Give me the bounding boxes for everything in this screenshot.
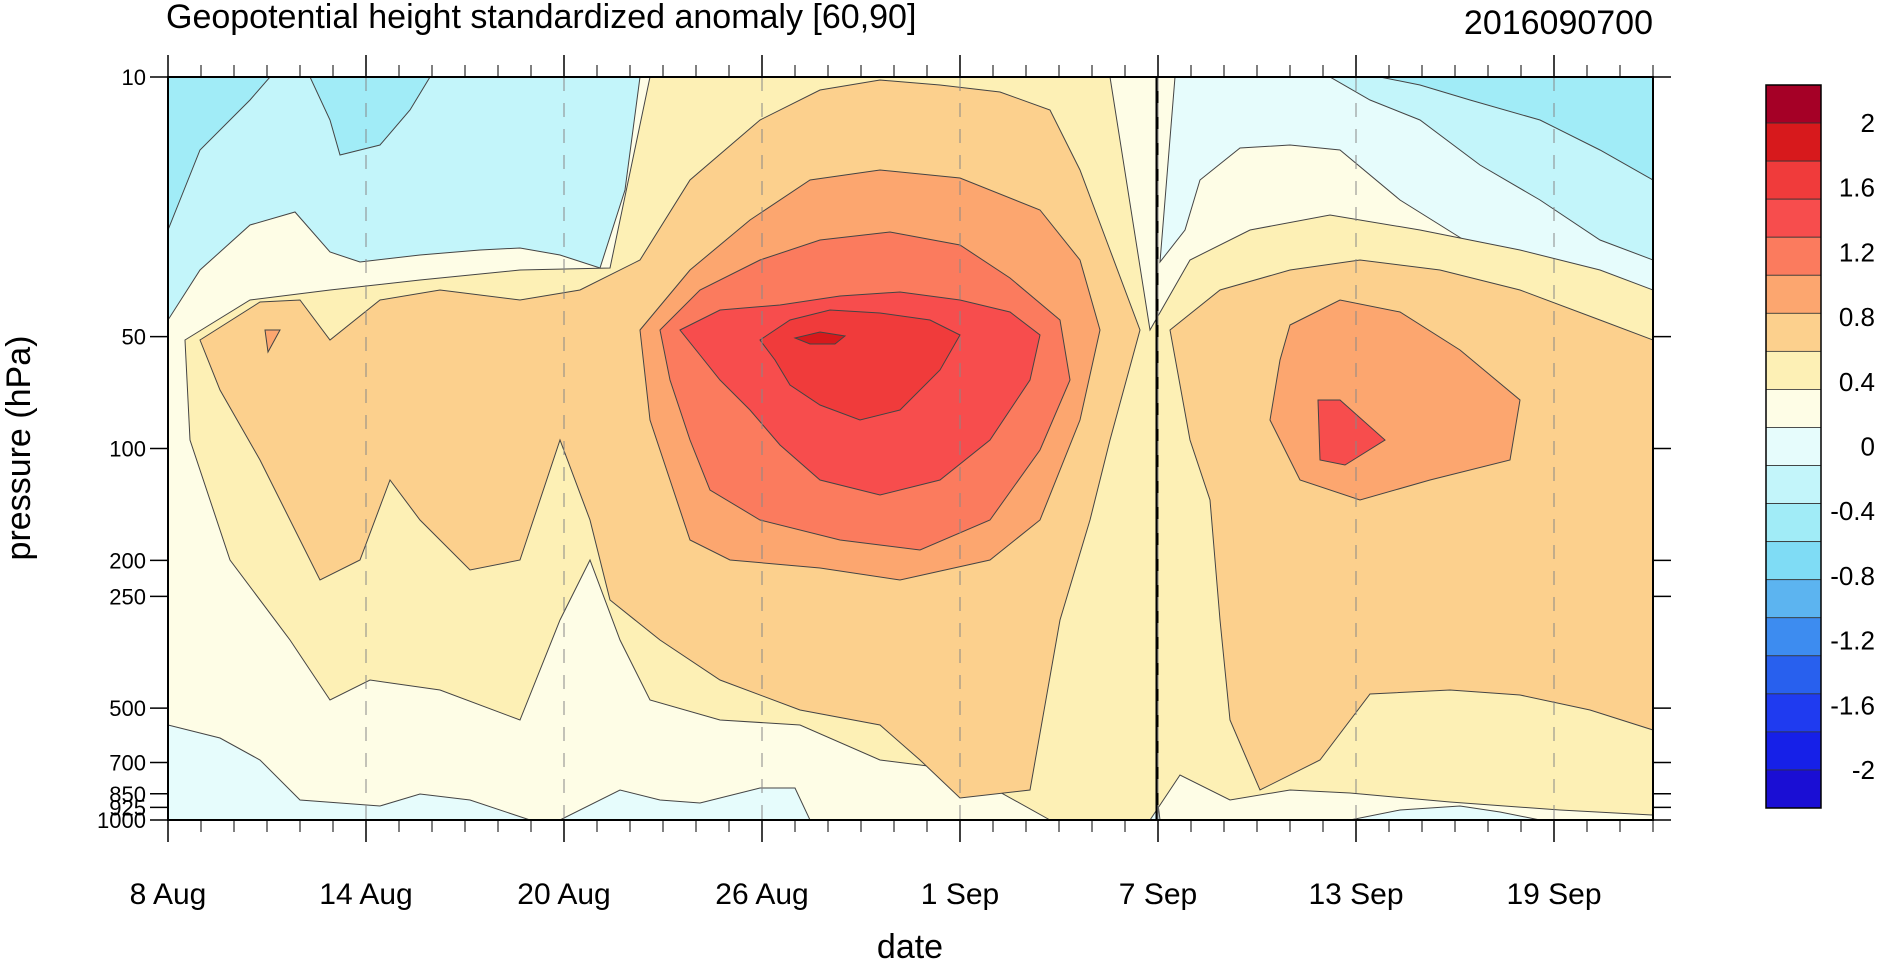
y-tick-label-6: 700: [109, 750, 146, 775]
chart-title: Geopotential height standardized anomaly…: [166, 0, 916, 36]
x-tick-label-6: 13 Sep: [1308, 878, 1403, 911]
contour-neg-bottom-left: [168, 724, 531, 820]
y-tick-label-9: 1000: [97, 808, 146, 833]
x-tick-label-3: 26 Aug: [715, 878, 808, 911]
y-tick-label-1: 50: [122, 325, 146, 350]
colorbar-label-10: -2: [1852, 755, 1875, 785]
x-tick-label-4: 1 Sep: [921, 878, 999, 911]
x-axis-label: date: [877, 928, 943, 966]
colorbar-swatch-4: [1765, 236, 1822, 276]
colorbar-swatch-3: [1765, 198, 1822, 238]
colorbar-swatch-16: [1765, 693, 1822, 733]
y-tick-label-2: 100: [109, 437, 146, 462]
vertical-gridlines: [365, 77, 1555, 820]
colorbar-swatch-11: [1765, 503, 1822, 543]
colorbar-swatch-5: [1765, 274, 1822, 314]
colorbar-swatch-12: [1765, 541, 1822, 581]
y-tick-label-3: 200: [109, 548, 146, 573]
contour-neg-top-left-deep: [168, 77, 431, 231]
contour-neg-top-right-deep: [1379, 77, 1653, 181]
plot-area: [168, 77, 1653, 820]
colorbar-swatch-10: [1765, 465, 1822, 504]
contour-neg-top-left: [168, 77, 641, 321]
y-tick-label-8: 925: [109, 795, 146, 820]
colorbar-label-2: 1.2: [1839, 237, 1875, 267]
colorbar-swatch-9: [1765, 427, 1822, 466]
colorbar-swatch-14: [1765, 617, 1822, 657]
colorbar-swatch-6: [1765, 312, 1822, 352]
colorbar-swatch-15: [1765, 655, 1822, 695]
colorbar-swatch-0: [1765, 84, 1822, 124]
colorbar-label-8: -1.2: [1830, 626, 1875, 656]
colorbar: 2 1.6 1.2 0.8 0.4 0 -0.4 -0.8 -1.2 -1.6 -2: [1765, 84, 1875, 809]
contour-small-blob: [264, 329, 281, 354]
contour-neg-bottom-mid: [559, 787, 811, 820]
colorbar-swatch-18: [1765, 769, 1822, 809]
colorbar-label-1: 1.6: [1839, 173, 1875, 203]
colorbar-label-6: -0.4: [1830, 496, 1875, 526]
colorbar-label-4: 0.4: [1839, 367, 1875, 397]
x-tick-label-5: 7 Sep: [1119, 878, 1197, 911]
colorbar-swatch-2: [1765, 160, 1822, 200]
y-axis-label: pressure (hPa): [0, 336, 38, 561]
colorbar-label-5: 0: [1861, 432, 1875, 462]
colorbar-frame: [1765, 84, 1822, 809]
colorbar-swatch-8: [1765, 389, 1822, 428]
x-tick-label-7: 19 Sep: [1506, 878, 1601, 911]
y-tick-label-7: 850: [109, 782, 146, 807]
colorbar-swatch-13: [1765, 579, 1822, 619]
colorbar-label-9: -1.6: [1830, 690, 1875, 720]
colorbar-label-0: 2: [1861, 108, 1875, 138]
x-minor-ticks: [200, 65, 1654, 832]
x-tick-label-1: 14 Aug: [319, 878, 412, 911]
y-tick-label-0: 10: [122, 65, 146, 90]
colorbar-label-3: 0.8: [1839, 302, 1875, 332]
colorbar-swatch-1: [1765, 122, 1822, 162]
colorbar-label-7: -0.8: [1830, 561, 1875, 591]
x-axis: 8 Aug 14 Aug 20 Aug 26 Aug 1 Sep 7 Sep 13 Sep 1…: [130, 55, 1602, 911]
y-tick-label-4: 250: [109, 584, 146, 609]
colorbar-swatch-17: [1765, 731, 1822, 771]
date-stamp: 2016090700: [1464, 4, 1653, 42]
x-tick-label-2: 20 Aug: [517, 878, 610, 911]
contour-peak: [793, 331, 847, 345]
colorbar-swatch-7: [1765, 350, 1822, 390]
y-tick-label-5: 500: [109, 696, 146, 721]
x-tick-label-0: 8 Aug: [130, 878, 207, 911]
